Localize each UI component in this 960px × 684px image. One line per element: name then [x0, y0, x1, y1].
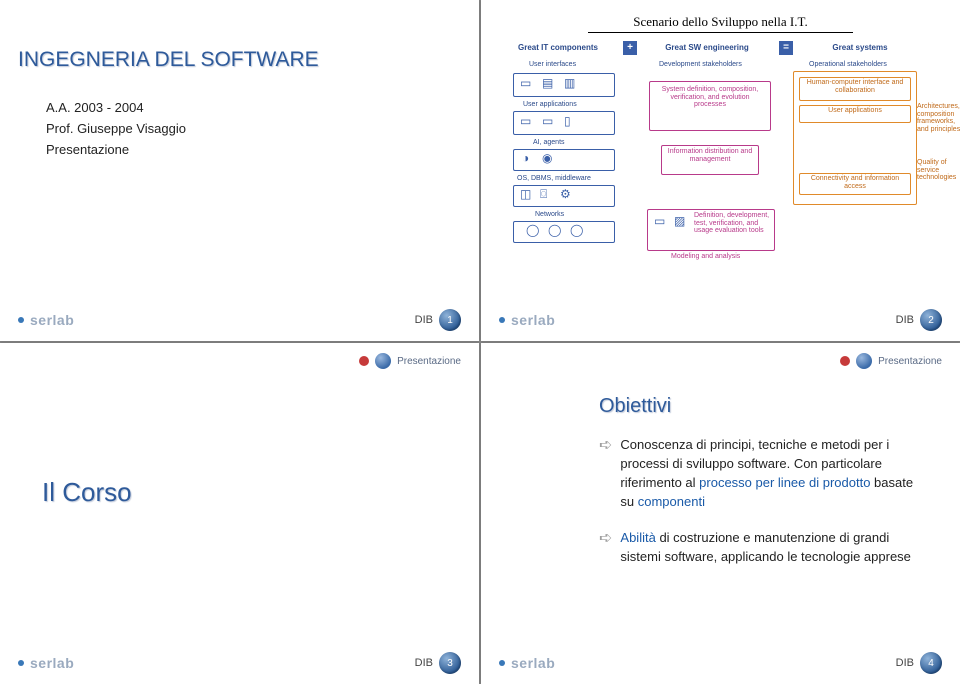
- brand-label: serlab: [511, 655, 555, 671]
- box-defdev: ▭ ▨ Definition, development, test, verif…: [647, 209, 775, 251]
- label-qos: Quality of service technologies: [917, 159, 960, 182]
- brand-label: serlab: [30, 312, 74, 328]
- diagram-title: Scenario dello Sviluppo nella I.T.: [588, 14, 854, 33]
- label-hci: Human-computer interface and collaborati…: [804, 79, 906, 94]
- col-header-1: Great IT components: [503, 43, 613, 52]
- subtitle: Presentazione: [46, 140, 461, 161]
- box-sysdef: System definition, composition, verifica…: [649, 81, 771, 131]
- arrow-icon: ➪: [599, 436, 612, 511]
- brand-label: serlab: [511, 312, 555, 328]
- box-ai: ◑ ◉: [513, 149, 615, 171]
- ring3-icon: ◯: [570, 223, 583, 237]
- it-scenario-diagram: Great IT components + Great SW engineeri…: [499, 41, 942, 305]
- ring2-icon: ◯: [548, 223, 561, 237]
- ring1-icon: ◯: [526, 223, 539, 237]
- label-uapp1: User applications: [523, 101, 577, 109]
- window-icon: ▭: [520, 76, 531, 90]
- box-infodist: Information distribution and management: [661, 145, 759, 175]
- label-ui: User interfaces: [529, 61, 576, 69]
- chart-icon: ▤: [542, 76, 553, 90]
- box-ui: ▭ ▤ ▥: [513, 73, 615, 97]
- box-uapp: ▭ ▭ ▯: [513, 111, 615, 135]
- box-hci: Human-computer interface and collaborati…: [799, 77, 911, 101]
- professor: Prof. Giuseppe Visaggio: [46, 119, 461, 140]
- label-arch: Architectures, composition frameworks, a…: [917, 103, 960, 134]
- page-number: 3: [439, 652, 461, 674]
- page-number: 4: [920, 652, 942, 674]
- page-number: 2: [920, 309, 942, 331]
- label-ops: Operational stakeholders: [809, 61, 887, 69]
- slide-3: Presentazione Il Corso serlab DIB 3: [0, 343, 479, 684]
- text-em: componenti: [638, 494, 705, 509]
- col-header-3: Great systems: [805, 43, 915, 52]
- text-em: Abilità: [620, 530, 659, 545]
- label-conn: Connectivity and information access: [804, 175, 906, 190]
- text-part: di costruzione e manutenzione di grandi …: [620, 530, 911, 564]
- cyl-icon: ⌼: [540, 187, 547, 202]
- screen-icon: ▭: [654, 214, 665, 228]
- objective-item-2: ➪ Abilità di costruzione e manutenzione …: [599, 529, 918, 567]
- footer-dot-icon: [18, 317, 24, 323]
- label-dev: Development stakeholders: [659, 61, 742, 69]
- academic-year: A.A. 2003 - 2004: [46, 98, 461, 119]
- box-conn: Connectivity and information access: [799, 173, 911, 195]
- label-net: Networks: [535, 211, 564, 219]
- equals-icon: =: [779, 41, 793, 55]
- trend-icon: ▨: [674, 214, 685, 228]
- footer-dot-icon: [499, 660, 505, 666]
- objective-item-1: ➪ Conoscenza di principi, tecniche e met…: [599, 436, 918, 511]
- slide-2: Scenario dello Sviluppo nella I.T. Great…: [481, 0, 960, 341]
- page-number: 1: [439, 309, 461, 331]
- agent2-icon: ◉: [542, 151, 552, 165]
- gear-icon: ⚙: [560, 187, 571, 201]
- slide-4: Presentazione Obiettivi ➪ Conoscenza di …: [481, 343, 960, 684]
- box-uapp2: User applications: [799, 105, 911, 123]
- footer-dib: DIB: [415, 314, 433, 326]
- footer-dib: DIB: [896, 657, 914, 669]
- footer-dot-icon: [499, 317, 505, 323]
- footer-dot-icon: [18, 660, 24, 666]
- label-infodist: Information distribution and management: [666, 148, 754, 163]
- footer-dib: DIB: [415, 657, 433, 669]
- col-header-2: Great SW engineering: [647, 43, 767, 52]
- slide-title: Obiettivi: [599, 395, 942, 418]
- db-icon: ◫: [520, 187, 531, 201]
- course-title: INGEGNERIA DEL SOFTWARE: [18, 48, 461, 72]
- label-sysdef: System definition, composition, verifica…: [656, 86, 764, 109]
- label-uapp2: User applications: [804, 107, 906, 115]
- section-title: Il Corso: [42, 477, 461, 508]
- label-ai: AI, agents: [533, 139, 565, 147]
- footer-dib: DIB: [896, 314, 914, 326]
- slide-footer: serlab DIB 2: [499, 309, 942, 331]
- objectives-list: ➪ Conoscenza di principi, tecniche e met…: [599, 436, 918, 585]
- slide-1: INGEGNERIA DEL SOFTWARE A.A. 2003 - 2004…: [0, 0, 479, 341]
- agent-icon: ◑: [522, 151, 529, 165]
- doc2-icon: ▭: [542, 114, 553, 128]
- slide-footer: serlab DIB 4: [499, 652, 942, 674]
- text-em: processo per linee di prodotto: [699, 475, 874, 490]
- doc3-icon: ▯: [564, 114, 571, 128]
- box-os: ◫ ⌼ ⚙: [513, 185, 615, 207]
- label-model: Modeling and analysis: [671, 253, 740, 261]
- form-icon: ▥: [564, 76, 575, 90]
- objective-text-1: Conoscenza di principi, tecniche e metod…: [620, 436, 918, 511]
- plus-icon: +: [623, 41, 637, 55]
- box-net: ◯ ◯ ◯: [513, 221, 615, 243]
- slide-footer: serlab DIB 3: [18, 652, 461, 674]
- doc-icon: ▭: [520, 114, 531, 128]
- label-defdev: Definition, development, test, verificat…: [694, 212, 770, 235]
- brand-label: serlab: [30, 655, 74, 671]
- objective-text-2: Abilità di costruzione e manutenzione di…: [620, 529, 918, 567]
- course-meta: A.A. 2003 - 2004 Prof. Giuseppe Visaggio…: [18, 98, 461, 160]
- slide-footer: serlab DIB 1: [18, 309, 461, 331]
- arrow-icon: ➪: [599, 529, 612, 567]
- label-os: OS, DBMS, middleware: [517, 175, 591, 183]
